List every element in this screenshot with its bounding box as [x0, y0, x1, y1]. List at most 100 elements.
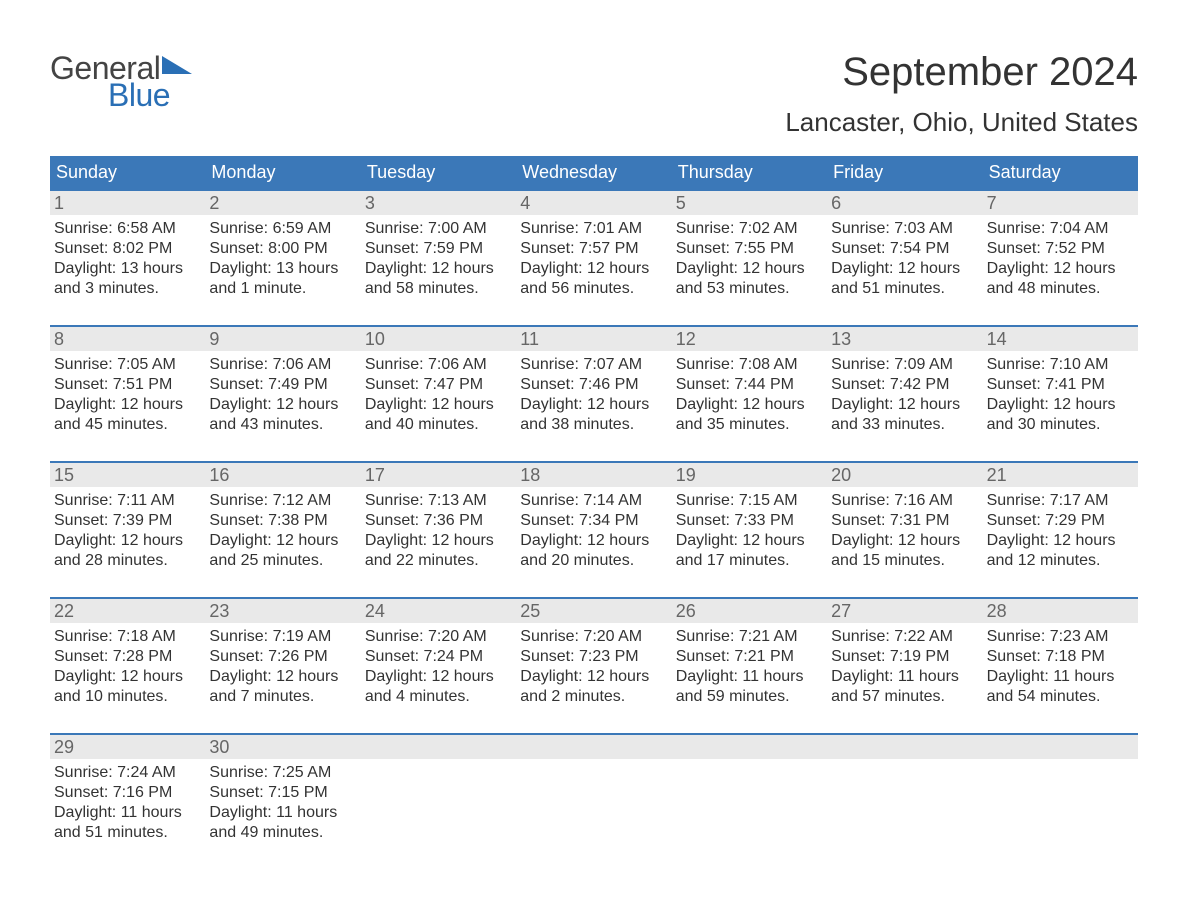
day-number: 10	[361, 327, 516, 351]
sunset-text: Sunset: 7:31 PM	[831, 511, 978, 531]
sunrise-text: Sunrise: 7:02 AM	[676, 219, 823, 239]
day-number: 22	[50, 599, 205, 623]
day-body: Sunrise: 7:02 AMSunset: 7:55 PMDaylight:…	[672, 215, 827, 303]
sunset-text: Sunset: 7:54 PM	[831, 239, 978, 259]
day-number: 30	[205, 735, 360, 759]
day-cell: 6Sunrise: 7:03 AMSunset: 7:54 PMDaylight…	[827, 191, 982, 303]
day-number: 20	[827, 463, 982, 487]
day-number: 1	[50, 191, 205, 215]
day-cell: 2Sunrise: 6:59 AMSunset: 8:00 PMDaylight…	[205, 191, 360, 303]
day-cell	[516, 735, 671, 847]
week-row: 8Sunrise: 7:05 AMSunset: 7:51 PMDaylight…	[50, 325, 1138, 439]
sunrise-text: Sunrise: 7:09 AM	[831, 355, 978, 375]
daylight-text: Daylight: 12 hours and 12 minutes.	[987, 531, 1134, 571]
day-cell: 19Sunrise: 7:15 AMSunset: 7:33 PMDayligh…	[672, 463, 827, 575]
day-cell: 28Sunrise: 7:23 AMSunset: 7:18 PMDayligh…	[983, 599, 1138, 711]
day-cell: 7Sunrise: 7:04 AMSunset: 7:52 PMDaylight…	[983, 191, 1138, 303]
day-number: 13	[827, 327, 982, 351]
sunset-text: Sunset: 7:52 PM	[987, 239, 1134, 259]
daylight-text: Daylight: 12 hours and 20 minutes.	[520, 531, 667, 571]
day-cell	[361, 735, 516, 847]
sunrise-text: Sunrise: 7:22 AM	[831, 627, 978, 647]
daylight-text: Daylight: 12 hours and 51 minutes.	[831, 259, 978, 299]
sunset-text: Sunset: 7:55 PM	[676, 239, 823, 259]
week-row: 29Sunrise: 7:24 AMSunset: 7:16 PMDayligh…	[50, 733, 1138, 847]
day-body: Sunrise: 7:10 AMSunset: 7:41 PMDaylight:…	[983, 351, 1138, 439]
daylight-text: Daylight: 12 hours and 48 minutes.	[987, 259, 1134, 299]
day-body: Sunrise: 7:25 AMSunset: 7:15 PMDaylight:…	[205, 759, 360, 847]
sunrise-text: Sunrise: 7:06 AM	[365, 355, 512, 375]
sunset-text: Sunset: 7:26 PM	[209, 647, 356, 667]
day-cell: 13Sunrise: 7:09 AMSunset: 7:42 PMDayligh…	[827, 327, 982, 439]
sunrise-text: Sunrise: 7:16 AM	[831, 491, 978, 511]
sunset-text: Sunset: 7:33 PM	[676, 511, 823, 531]
day-body: Sunrise: 7:00 AMSunset: 7:59 PMDaylight:…	[361, 215, 516, 303]
day-cell: 30Sunrise: 7:25 AMSunset: 7:15 PMDayligh…	[205, 735, 360, 847]
sunrise-text: Sunrise: 7:25 AM	[209, 763, 356, 783]
day-number: 17	[361, 463, 516, 487]
day-body	[361, 759, 516, 767]
day-cell	[827, 735, 982, 847]
top-row: General Blue September 2024 Lancaster, O…	[50, 50, 1138, 138]
sunrise-text: Sunrise: 7:03 AM	[831, 219, 978, 239]
day-body	[516, 759, 671, 767]
sunset-text: Sunset: 7:39 PM	[54, 511, 201, 531]
daylight-text: Daylight: 11 hours and 51 minutes.	[54, 803, 201, 843]
sunrise-text: Sunrise: 7:19 AM	[209, 627, 356, 647]
sunset-text: Sunset: 7:24 PM	[365, 647, 512, 667]
day-cell: 16Sunrise: 7:12 AMSunset: 7:38 PMDayligh…	[205, 463, 360, 575]
sunset-text: Sunset: 7:16 PM	[54, 783, 201, 803]
logo: General Blue	[50, 50, 192, 114]
title-block: September 2024 Lancaster, Ohio, United S…	[785, 50, 1138, 138]
day-number: 28	[983, 599, 1138, 623]
day-body	[827, 759, 982, 767]
sunrise-text: Sunrise: 7:05 AM	[54, 355, 201, 375]
day-number: 7	[983, 191, 1138, 215]
daylight-text: Daylight: 11 hours and 59 minutes.	[676, 667, 823, 707]
daylight-text: Daylight: 12 hours and 22 minutes.	[365, 531, 512, 571]
sunrise-text: Sunrise: 7:12 AM	[209, 491, 356, 511]
day-body: Sunrise: 7:08 AMSunset: 7:44 PMDaylight:…	[672, 351, 827, 439]
sunset-text: Sunset: 7:34 PM	[520, 511, 667, 531]
day-body: Sunrise: 7:17 AMSunset: 7:29 PMDaylight:…	[983, 487, 1138, 575]
day-body: Sunrise: 7:22 AMSunset: 7:19 PMDaylight:…	[827, 623, 982, 711]
day-number: 18	[516, 463, 671, 487]
week-row: 22Sunrise: 7:18 AMSunset: 7:28 PMDayligh…	[50, 597, 1138, 711]
day-number: 11	[516, 327, 671, 351]
day-body	[983, 759, 1138, 767]
day-number: 9	[205, 327, 360, 351]
sunset-text: Sunset: 7:51 PM	[54, 375, 201, 395]
day-body: Sunrise: 7:09 AMSunset: 7:42 PMDaylight:…	[827, 351, 982, 439]
daylight-text: Daylight: 12 hours and 28 minutes.	[54, 531, 201, 571]
daylight-text: Daylight: 12 hours and 53 minutes.	[676, 259, 823, 299]
day-number	[361, 735, 516, 759]
day-cell: 12Sunrise: 7:08 AMSunset: 7:44 PMDayligh…	[672, 327, 827, 439]
day-cell: 3Sunrise: 7:00 AMSunset: 7:59 PMDaylight…	[361, 191, 516, 303]
day-body: Sunrise: 7:23 AMSunset: 7:18 PMDaylight:…	[983, 623, 1138, 711]
sunset-text: Sunset: 7:57 PM	[520, 239, 667, 259]
sunrise-text: Sunrise: 7:24 AM	[54, 763, 201, 783]
sunrise-text: Sunrise: 7:00 AM	[365, 219, 512, 239]
sunset-text: Sunset: 8:02 PM	[54, 239, 201, 259]
day-cell: 10Sunrise: 7:06 AMSunset: 7:47 PMDayligh…	[361, 327, 516, 439]
daylight-text: Daylight: 12 hours and 17 minutes.	[676, 531, 823, 571]
day-number: 3	[361, 191, 516, 215]
daylight-text: Daylight: 11 hours and 57 minutes.	[831, 667, 978, 707]
sunrise-text: Sunrise: 7:17 AM	[987, 491, 1134, 511]
daylight-text: Daylight: 12 hours and 7 minutes.	[209, 667, 356, 707]
day-number	[516, 735, 671, 759]
sunrise-text: Sunrise: 7:01 AM	[520, 219, 667, 239]
day-cell: 17Sunrise: 7:13 AMSunset: 7:36 PMDayligh…	[361, 463, 516, 575]
day-cell: 27Sunrise: 7:22 AMSunset: 7:19 PMDayligh…	[827, 599, 982, 711]
day-cell: 5Sunrise: 7:02 AMSunset: 7:55 PMDaylight…	[672, 191, 827, 303]
day-body	[672, 759, 827, 767]
day-body: Sunrise: 7:12 AMSunset: 7:38 PMDaylight:…	[205, 487, 360, 575]
sunrise-text: Sunrise: 6:59 AM	[209, 219, 356, 239]
day-cell: 22Sunrise: 7:18 AMSunset: 7:28 PMDayligh…	[50, 599, 205, 711]
day-number: 21	[983, 463, 1138, 487]
sunset-text: Sunset: 8:00 PM	[209, 239, 356, 259]
day-cell: 15Sunrise: 7:11 AMSunset: 7:39 PMDayligh…	[50, 463, 205, 575]
sunrise-text: Sunrise: 7:20 AM	[520, 627, 667, 647]
day-body: Sunrise: 6:58 AMSunset: 8:02 PMDaylight:…	[50, 215, 205, 303]
day-number: 15	[50, 463, 205, 487]
